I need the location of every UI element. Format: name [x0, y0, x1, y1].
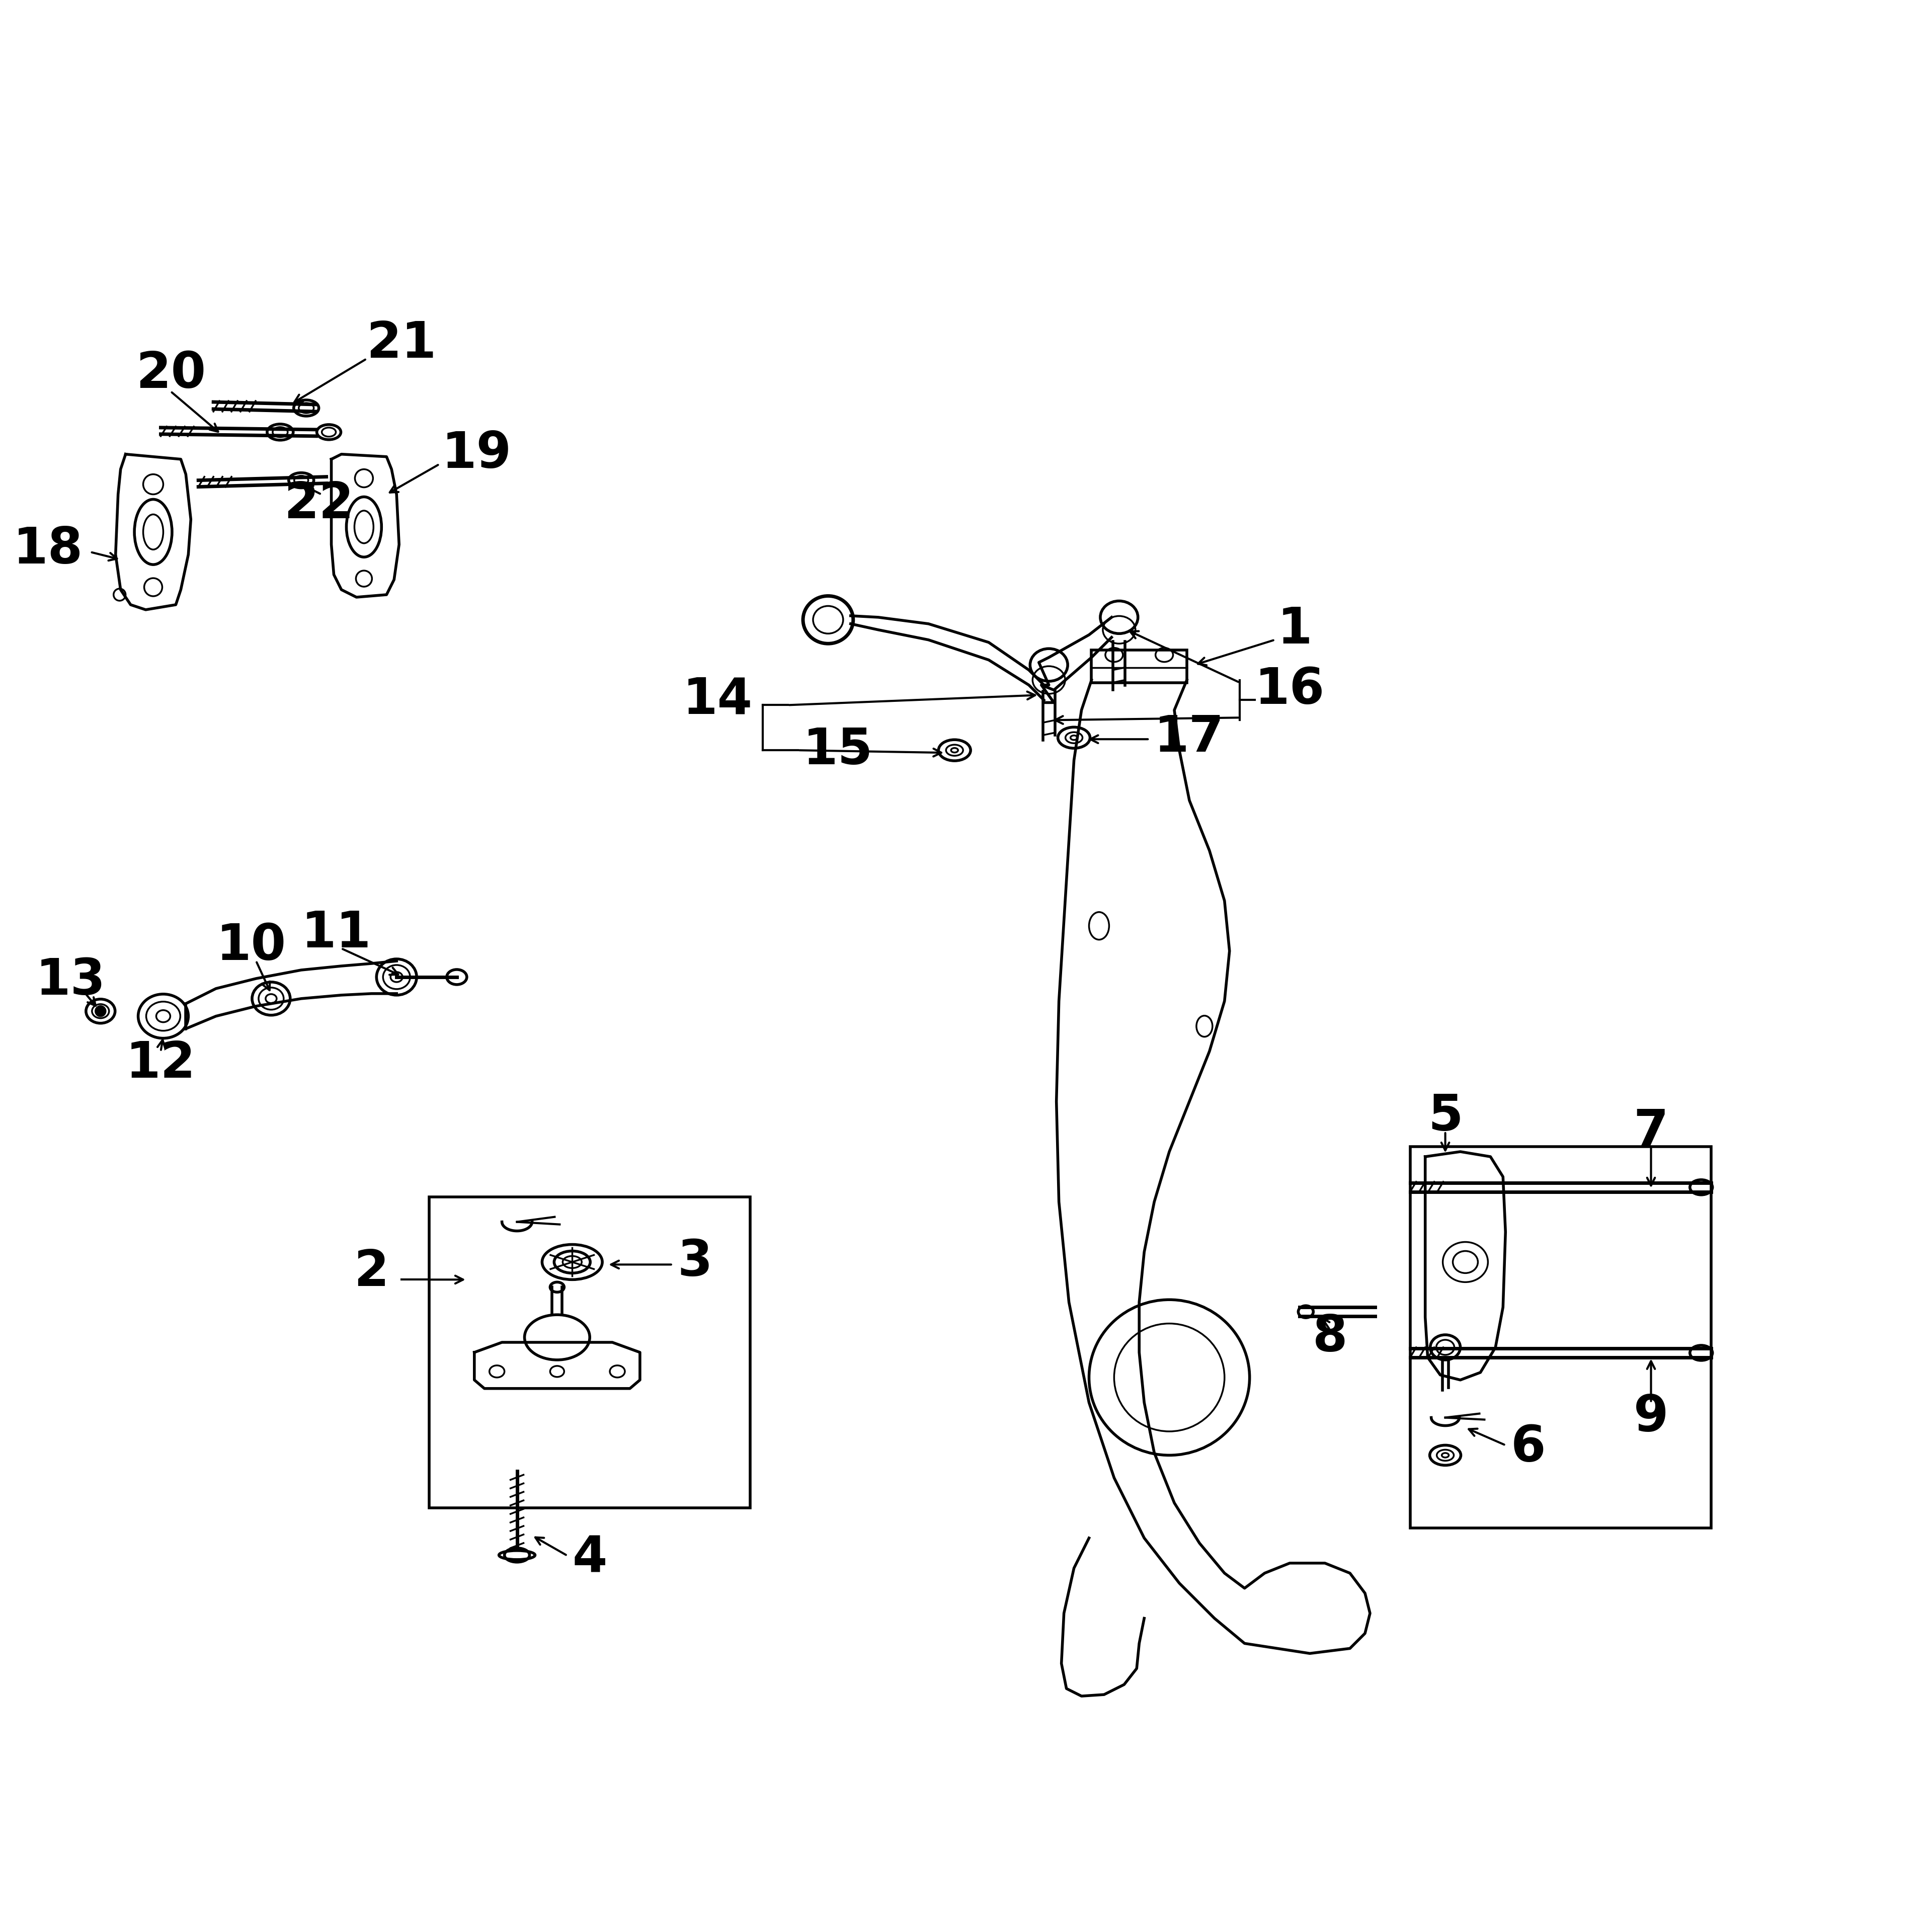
Text: 3: 3: [678, 1238, 713, 1287]
Bar: [429, 1196, 750, 1507]
Text: 17: 17: [1153, 713, 1225, 761]
Text: 22: 22: [284, 479, 354, 529]
Text: 15: 15: [804, 726, 873, 775]
Text: 21: 21: [367, 319, 437, 369]
Text: 7: 7: [1633, 1107, 1669, 1155]
Bar: [1410, 1146, 1712, 1528]
Text: 11: 11: [301, 908, 371, 958]
Text: 13: 13: [35, 956, 106, 1005]
Text: 12: 12: [126, 1039, 195, 1088]
Text: 18: 18: [14, 526, 83, 574]
Text: 5: 5: [1428, 1092, 1463, 1142]
Text: 9: 9: [1634, 1393, 1669, 1441]
Text: 4: 4: [572, 1534, 607, 1582]
Text: 14: 14: [682, 676, 753, 725]
Text: 1: 1: [1277, 605, 1312, 655]
Text: 6: 6: [1511, 1424, 1546, 1472]
Text: 16: 16: [1254, 667, 1325, 715]
Text: 8: 8: [1312, 1314, 1347, 1362]
Text: 10: 10: [216, 922, 286, 970]
Text: 19: 19: [442, 429, 512, 479]
Bar: [1092, 649, 1186, 682]
Circle shape: [95, 1007, 106, 1016]
Text: 20: 20: [135, 350, 207, 398]
Text: 2: 2: [354, 1248, 388, 1296]
